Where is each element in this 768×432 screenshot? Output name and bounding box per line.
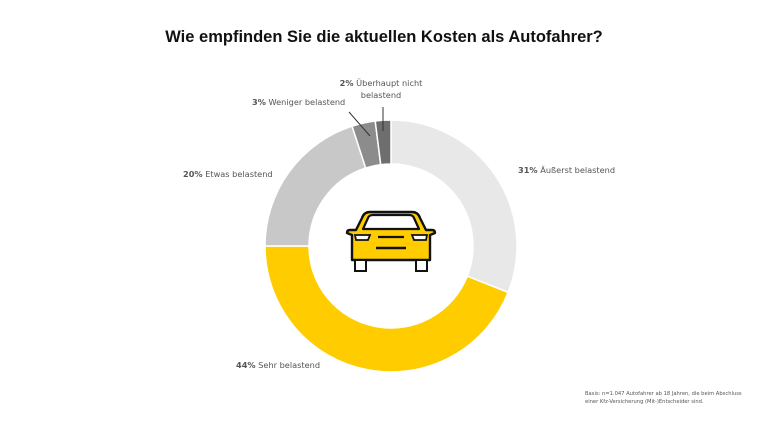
slice-label-1: 31% Äußerst belastend [518, 165, 615, 175]
slice-2 [264, 245, 510, 373]
slice-label-3: 20% Etwas belastend [183, 169, 273, 179]
leader-line-weniger [348, 111, 371, 137]
slice-label-2: 44% Sehr belastend [236, 360, 320, 370]
footnote: Basis: n=1.047 Autofahrer ab 18 Jahren, … [585, 391, 742, 405]
car-icon [345, 210, 437, 272]
slice-3 [264, 125, 367, 247]
slice-5 [374, 119, 392, 166]
slice-1 [390, 119, 518, 294]
chart-title: Wie empfinden Sie die aktuellen Kosten a… [165, 28, 603, 46]
slice-label-5: 2% Überhaupt nicht belastend [340, 78, 424, 100]
slice-label-4: 3% Weniger belastend [252, 97, 345, 107]
